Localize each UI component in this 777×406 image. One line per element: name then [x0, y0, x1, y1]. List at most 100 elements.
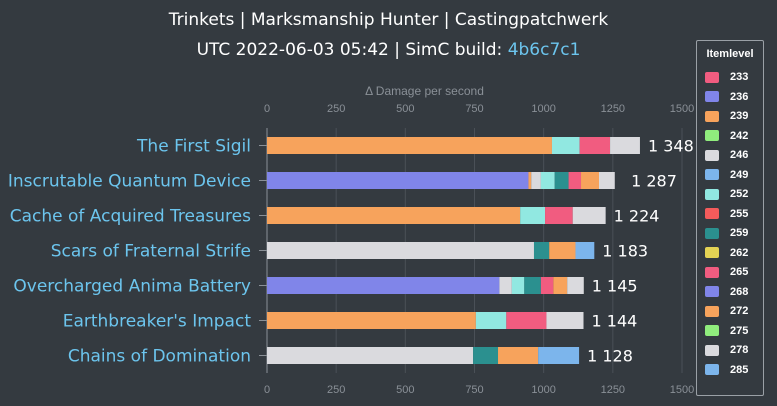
legend-swatch: [705, 91, 719, 102]
chart-title: Trinkets | Marksmanship Hunter | Casting…: [168, 10, 609, 30]
bar-segment-252[interactable]: [475, 312, 507, 329]
category-label: Scars of Fraternal Strife: [51, 242, 251, 262]
bar-total-label: 1 128: [587, 347, 633, 366]
legend-swatch: [705, 149, 719, 161]
bar-segment-259[interactable]: [473, 347, 499, 364]
bar-segment-252[interactable]: [540, 172, 555, 189]
legend-item-236[interactable]: 236: [705, 90, 748, 104]
x-tick-label-bottom: 250: [327, 384, 345, 396]
legend-item-242[interactable]: 242: [705, 129, 748, 143]
legend-label: 259: [730, 227, 749, 239]
legend-swatch: [705, 71, 719, 83]
bar-segment-278[interactable]: [599, 172, 615, 189]
x-tick-label-top: 1500: [670, 103, 694, 115]
bar-segment-239[interactable]: [553, 277, 568, 294]
bar-segment-278[interactable]: [267, 347, 474, 364]
bar-segment-252[interactable]: [520, 207, 546, 224]
legend-item-252[interactable]: 252: [705, 187, 748, 201]
legend-swatch: [705, 364, 719, 375]
bar-segment-278[interactable]: [546, 312, 584, 329]
bar-total-label: 1 348: [648, 137, 694, 156]
legend-label: 272: [730, 305, 749, 317]
category-label: Inscrutable Quantum Device: [8, 172, 251, 192]
legend-swatch: [705, 110, 719, 122]
bar-segment-278[interactable]: [567, 277, 584, 294]
bar-segment-265[interactable]: [545, 207, 573, 224]
legend-item-246[interactable]: 246: [705, 148, 748, 162]
legend-title: Itemlevel: [706, 48, 754, 60]
x-tick-label-bottom: 750: [465, 384, 483, 396]
legend-item-259[interactable]: 259: [705, 226, 748, 240]
bar-segment-259[interactable]: [524, 277, 541, 294]
bar-segment-268[interactable]: [267, 172, 529, 189]
legend-swatch: [705, 169, 719, 180]
bar-segment-239[interactable]: [581, 172, 599, 189]
bar-segment-272[interactable]: [267, 207, 521, 224]
bar-segment-259[interactable]: [554, 172, 569, 189]
legend-label: 252: [730, 188, 749, 200]
bar-segment-272[interactable]: [528, 172, 532, 189]
legend-swatch: [705, 130, 719, 141]
legend-swatch: [705, 286, 719, 297]
bar-segment-272[interactable]: [498, 347, 539, 364]
bar-total-label: 1 183: [602, 242, 648, 261]
bar-segment-285[interactable]: [538, 347, 580, 364]
subtitle-text: UTC 2022-06-03 05:42 | SimC build:: [196, 40, 508, 60]
legend-label: 255: [730, 207, 749, 220]
bar-segment-272[interactable]: [549, 242, 576, 259]
legend-swatch: [705, 344, 719, 356]
x-axis-title: Δ Damage per second: [365, 84, 484, 98]
x-tick-label-bottom: 0: [264, 384, 270, 396]
legend-swatch: [705, 305, 719, 317]
x-tick-label-top: 750: [465, 103, 483, 115]
category-label: Cache of Acquired Treasures: [10, 207, 251, 227]
bar-total-label: 1 145: [592, 277, 638, 296]
legend-label: 242: [730, 129, 749, 142]
legend-item-265[interactable]: 265: [705, 265, 748, 279]
x-tick-label-top: 1000: [531, 103, 555, 115]
bar-segment-272[interactable]: [267, 312, 476, 329]
bar-segment-246[interactable]: [531, 172, 541, 189]
legend-item-285[interactable]: 285: [705, 363, 748, 377]
x-tick-label-top: 1250: [601, 103, 625, 115]
bar-segment-285[interactable]: [575, 242, 595, 259]
x-tick-label-top: 250: [327, 103, 345, 115]
bar-segment-278[interactable]: [572, 207, 606, 224]
bar-segment-278[interactable]: [267, 242, 534, 259]
legend-label: 262: [730, 246, 749, 259]
bar-segment-246[interactable]: [499, 277, 512, 294]
legend-label: 268: [730, 285, 749, 298]
x-tick-label-bottom: 1000: [531, 384, 555, 396]
bar-segment-265[interactable]: [506, 312, 547, 329]
bar-segment-259[interactable]: [533, 242, 550, 259]
bar-segment-268[interactable]: [267, 277, 500, 294]
legend-item-262[interactable]: 262: [705, 246, 748, 260]
bar-segment-265[interactable]: [568, 172, 582, 189]
legend-item-239[interactable]: 239: [705, 109, 748, 123]
x-tick-label-top: 0: [264, 103, 270, 115]
chart-subtitle: UTC 2022-06-03 05:42 | SimC build: 4b6c7…: [0, 40, 777, 60]
bar-segment-252[interactable]: [551, 137, 580, 154]
legend-swatch: [705, 208, 719, 219]
legend-label: 265: [730, 266, 749, 278]
bar-segment-272[interactable]: [267, 137, 552, 154]
bar-segment-278[interactable]: [610, 137, 640, 154]
bar-segment-265[interactable]: [579, 137, 611, 154]
legend-swatch: [705, 188, 719, 200]
legend-item-255[interactable]: 255: [705, 207, 748, 221]
build-sha-link[interactable]: 4b6c7c1: [507, 40, 581, 60]
legend-item-233[interactable]: 233: [705, 70, 748, 84]
x-tick-label-top: 500: [396, 103, 414, 115]
legend-item-275[interactable]: 275: [705, 324, 748, 338]
legend-item-278[interactable]: 278: [705, 343, 748, 357]
legend-item-272[interactable]: 272: [705, 304, 748, 318]
legend-label: 275: [730, 324, 749, 337]
bar-segment-252[interactable]: [511, 277, 525, 294]
bar-segment-265[interactable]: [540, 277, 554, 294]
legend-swatch: [705, 227, 719, 239]
legend-label: 278: [730, 344, 749, 356]
legend-item-268[interactable]: 268: [705, 285, 748, 299]
legend-item-249[interactable]: 249: [705, 168, 748, 182]
category-label: Earthbreaker's Impact: [63, 312, 252, 332]
